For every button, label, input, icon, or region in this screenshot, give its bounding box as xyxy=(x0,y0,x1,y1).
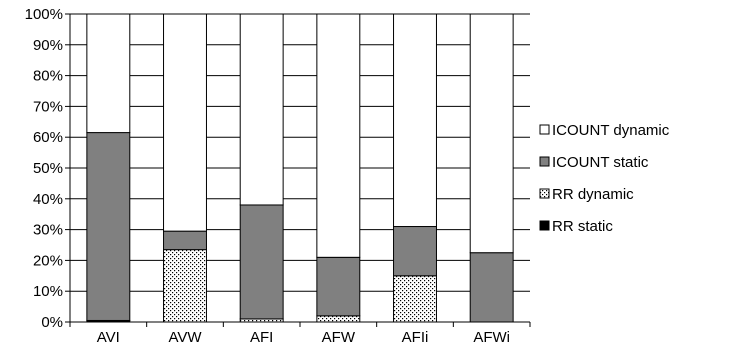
y-tick-labels: 0% 10% 20% 30% 40% 50% 60% 70% 80% 90% 100% xyxy=(25,6,63,331)
x-tick-label: AFWi xyxy=(473,329,510,346)
legend: ICOUNT dynamic ICOUNT static RR dynamic RR … xyxy=(539,122,670,235)
y-tick-label: 30% xyxy=(33,222,63,239)
x-tick-label: AFW xyxy=(322,329,356,346)
bar-icount-dynamic-afw xyxy=(316,13,361,258)
y-tick-label: 100% xyxy=(25,6,63,23)
bar-icount-static-afi xyxy=(239,204,284,320)
x-tick-label: AFIi xyxy=(402,329,429,346)
x-tick-label: AVW xyxy=(168,329,202,346)
bar-icount-dynamic-afi xyxy=(239,13,284,206)
x-tick-label: AFI xyxy=(250,329,273,346)
y-tick-label: 10% xyxy=(33,283,63,300)
legend-swatch-rr-static xyxy=(539,220,550,231)
bar-icount-dynamic-avi xyxy=(86,13,131,134)
bar-icount-static-afwi xyxy=(469,252,514,323)
y-tick-label: 70% xyxy=(33,98,63,115)
legend-label-icount-static: ICOUNT static xyxy=(552,154,649,171)
bar-icount-dynamic-afii xyxy=(393,13,437,228)
bar-icount-static-afii xyxy=(393,226,437,277)
legend-swatch-icount-static xyxy=(539,156,550,167)
bar-rr-dynamic-afii xyxy=(393,275,437,323)
y-tick-label: 90% xyxy=(33,37,63,54)
legend-label-icount-dynamic: ICOUNT dynamic xyxy=(552,122,670,139)
bars xyxy=(86,13,514,323)
bar-rr-dynamic-afw xyxy=(316,315,361,323)
y-tick-label: 60% xyxy=(33,129,63,146)
y-tick-label: 80% xyxy=(33,68,63,85)
legend-swatch-rr-dynamic xyxy=(539,188,550,199)
legend-label-rr-dynamic: RR dynamic xyxy=(552,186,634,203)
x-tick-label: AVI xyxy=(97,329,120,346)
y-tick-label: 0% xyxy=(41,314,63,331)
x-tick-labels: AVI AVW AFI AFW AFIi AFWi xyxy=(69,322,531,346)
y-tick-label: 40% xyxy=(33,191,63,208)
bar-rr-dynamic-avw xyxy=(163,249,207,323)
bar-icount-static-avw xyxy=(163,230,207,251)
y-tick-label: 50% xyxy=(33,160,63,177)
bar-icount-dynamic-avw xyxy=(163,13,207,232)
gridlines xyxy=(65,13,530,323)
legend-label-rr-static: RR static xyxy=(552,218,613,235)
bar-icount-static-avi xyxy=(86,132,131,321)
y-tick-label: 20% xyxy=(33,252,63,269)
legend-swatch-icount-dynamic xyxy=(539,124,550,135)
bar-icount-dynamic-afwi xyxy=(469,13,514,254)
bar-icount-static-afw xyxy=(316,256,361,317)
